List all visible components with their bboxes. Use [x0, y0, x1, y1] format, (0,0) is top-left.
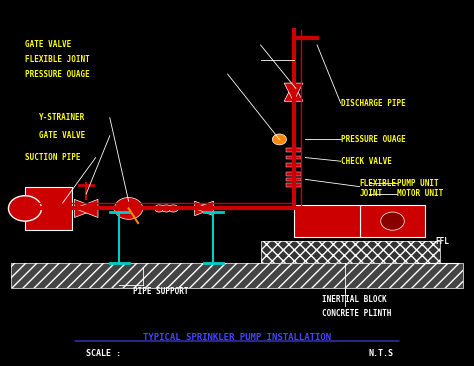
- Text: CHECK VALVE: CHECK VALVE: [341, 157, 392, 166]
- Text: INERTIAL BLOCK: INERTIAL BLOCK: [322, 295, 387, 304]
- Bar: [25, 187, 72, 230]
- Bar: [286, 183, 301, 187]
- Text: SUCTION PIPE: SUCTION PIPE: [25, 153, 81, 162]
- Circle shape: [9, 196, 41, 221]
- Text: FLEXIBLE JOINT: FLEXIBLE JOINT: [25, 55, 90, 64]
- Text: PIPE SUPPORT: PIPE SUPPORT: [133, 287, 189, 296]
- Text: TYPICAL SPRINKLER PUMP INSTALLATION: TYPICAL SPRINKLER PUMP INSTALLATION: [143, 333, 331, 342]
- Circle shape: [162, 205, 171, 212]
- Polygon shape: [195, 201, 213, 216]
- Polygon shape: [74, 199, 98, 217]
- Polygon shape: [284, 83, 303, 101]
- Bar: [11, 263, 463, 288]
- Bar: [286, 163, 301, 167]
- Circle shape: [155, 205, 164, 212]
- Text: FFL: FFL: [435, 236, 449, 246]
- Circle shape: [381, 212, 404, 230]
- Text: N.T.S: N.T.S: [369, 349, 394, 358]
- Text: MOTOR UNIT: MOTOR UNIT: [397, 189, 444, 198]
- Text: DISCHARGE PIPE: DISCHARGE PIPE: [341, 98, 405, 108]
- Circle shape: [273, 134, 286, 145]
- Bar: [286, 156, 301, 159]
- Text: GATE VALVE: GATE VALVE: [39, 131, 85, 140]
- Bar: [286, 178, 301, 181]
- Bar: [261, 241, 439, 263]
- Text: FLEXIBLE: FLEXIBLE: [359, 179, 397, 187]
- Text: JOINT: JOINT: [359, 189, 383, 198]
- Bar: [359, 205, 426, 238]
- Text: PUMP UNIT: PUMP UNIT: [397, 179, 439, 187]
- Circle shape: [115, 198, 143, 219]
- Text: GATE VALVE: GATE VALVE: [25, 41, 71, 49]
- Bar: [11, 263, 463, 288]
- Bar: [293, 205, 359, 238]
- Text: Y-STRAINER: Y-STRAINER: [39, 113, 85, 122]
- Text: SCALE :: SCALE :: [86, 349, 121, 358]
- Circle shape: [169, 205, 178, 212]
- Polygon shape: [284, 83, 303, 101]
- Text: PRESSURE OUAGE: PRESSURE OUAGE: [25, 70, 90, 79]
- Text: CONCRETE PLINTH: CONCRETE PLINTH: [322, 309, 391, 318]
- Bar: [286, 149, 301, 152]
- Polygon shape: [74, 199, 98, 217]
- Polygon shape: [195, 201, 213, 216]
- Bar: [261, 241, 439, 263]
- Bar: [286, 172, 301, 176]
- Text: PRESSURE OUAGE: PRESSURE OUAGE: [341, 135, 405, 144]
